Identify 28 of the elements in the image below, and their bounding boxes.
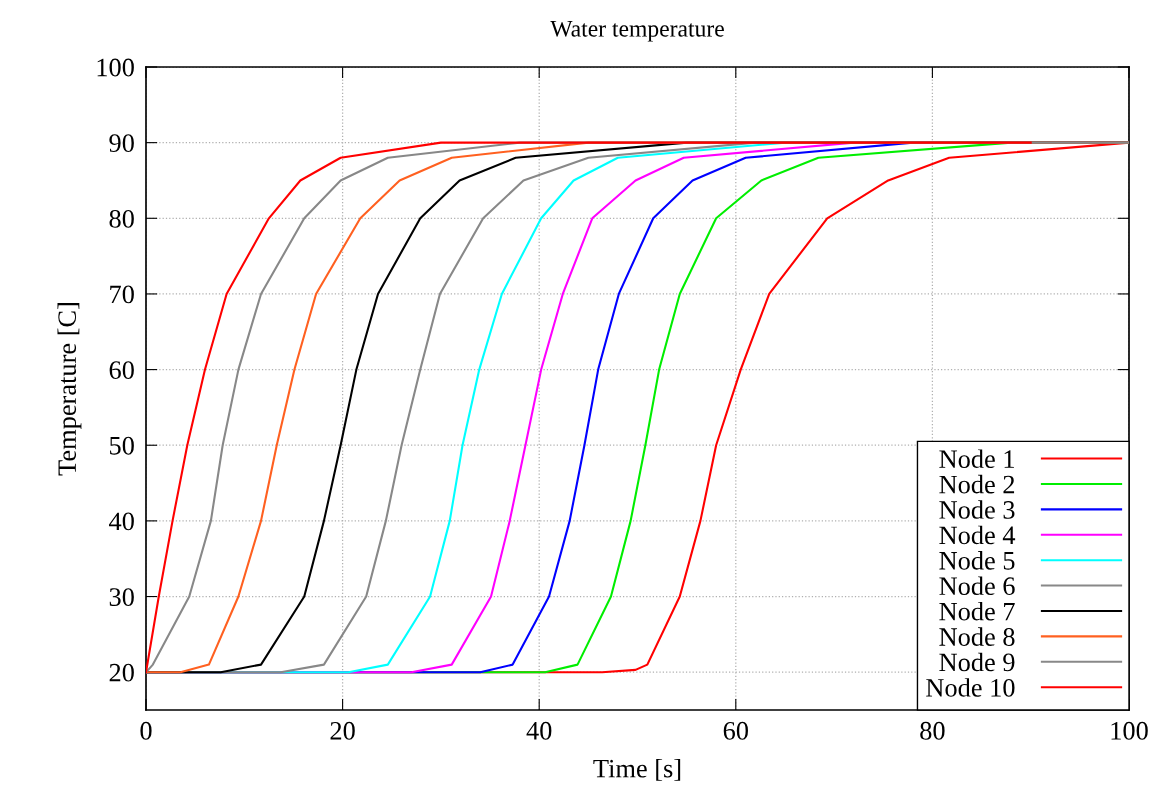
chart-title: Water temperature: [550, 20, 724, 42]
y-tick-label: 70: [110, 285, 134, 304]
legend-label: Node 3: [939, 500, 1015, 519]
legend-label: Node 2: [939, 474, 1015, 494]
x-tick-label: 20: [330, 721, 355, 740]
y-tick-label: 40: [109, 512, 134, 531]
x-tick-label: 40: [526, 721, 552, 740]
legend-label: Node 4: [939, 525, 1016, 545]
legend-label: Node 9: [939, 652, 1015, 672]
legend-label: Node 6: [939, 576, 1015, 596]
legend-label: Node 7: [939, 601, 1015, 621]
x-tick-label: 80: [920, 721, 945, 740]
x-axis-title: Time [s]: [593, 758, 681, 781]
y-axis-title: Temperature [C]: [57, 303, 82, 476]
x-tick-label: 60: [723, 721, 748, 740]
legend-label: Node 5: [939, 551, 1015, 570]
y-tick-label: 90: [109, 134, 134, 153]
y-tick-label: 50: [110, 436, 134, 455]
x-tick-label: 100: [1111, 721, 1148, 740]
legend-label: Node 10: [926, 678, 1015, 697]
y-tick-label: 100: [97, 58, 134, 77]
legend-label: Node 1: [939, 449, 1014, 469]
y-tick-label: 80: [109, 209, 134, 228]
legend-label: Node 8: [939, 627, 1015, 646]
y-tick-label: 60: [109, 361, 134, 379]
x-tick-label: 0: [140, 721, 152, 740]
y-tick-label: 20: [109, 663, 134, 682]
y-tick-label: 30: [109, 588, 134, 606]
